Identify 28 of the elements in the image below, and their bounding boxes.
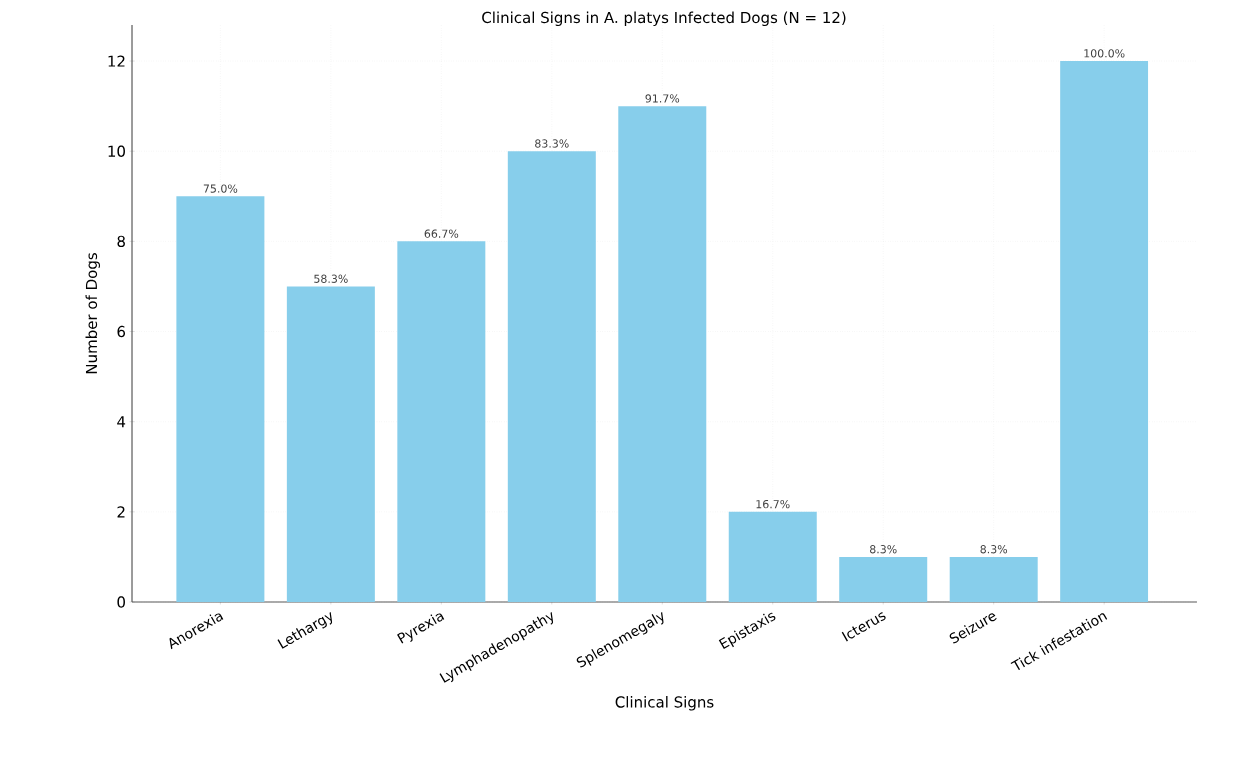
chart-title: Clinical Signs in A. platys Infected Dogs (N = 12): [482, 11, 846, 27]
bar: [839, 556, 928, 602]
annotation: 58.3%: [314, 274, 348, 283]
y-tick-label: 8: [117, 235, 125, 248]
y-tick-label: 10: [108, 145, 125, 157]
bar: [949, 556, 1038, 602]
y-tick-label: 6: [117, 325, 126, 338]
annotation: 83.3%: [535, 139, 569, 148]
annotation: 16.7%: [756, 499, 790, 509]
y-tick-label: 2: [117, 506, 125, 518]
bar: [507, 151, 596, 602]
y-tick-label: 0: [117, 596, 125, 608]
y-tick-label: 4: [117, 416, 126, 428]
bar: [286, 286, 375, 602]
y-axis-title: Number of Dogs: [85, 253, 101, 374]
bar: [176, 196, 265, 602]
annotation: 75.0%: [203, 184, 238, 193]
x-axis-title: Clinical Signs: [615, 696, 714, 711]
bar: [397, 241, 486, 602]
y-tick-label: 12: [108, 55, 125, 67]
bar: [1060, 61, 1149, 602]
bar: [618, 106, 707, 602]
annotation: 8.3%: [980, 545, 1008, 554]
annotation: 91.7%: [645, 94, 680, 103]
annotation: 8.3%: [870, 545, 897, 554]
annotation: 100.0%: [1084, 49, 1125, 58]
annotation: 66.7%: [424, 229, 459, 238]
bar: [728, 511, 817, 602]
